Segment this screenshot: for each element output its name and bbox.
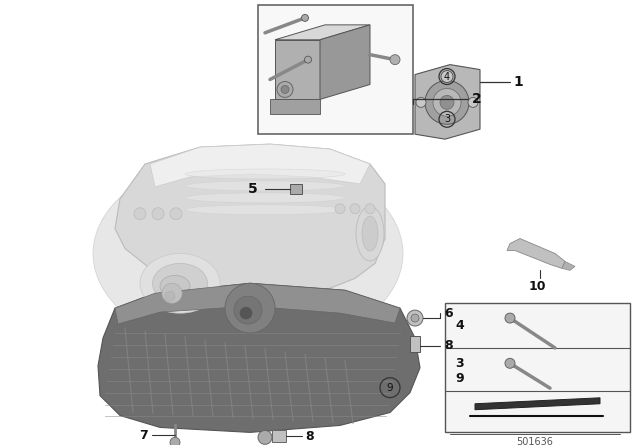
Ellipse shape [140, 254, 220, 313]
Ellipse shape [152, 263, 207, 303]
Text: 2: 2 [472, 92, 482, 106]
Polygon shape [270, 99, 320, 114]
Circle shape [505, 313, 515, 323]
Circle shape [411, 314, 419, 322]
Text: 5: 5 [248, 182, 258, 196]
Text: 4: 4 [456, 319, 465, 332]
Text: 10: 10 [528, 280, 546, 293]
Polygon shape [415, 65, 480, 139]
Circle shape [134, 208, 146, 220]
Circle shape [441, 71, 453, 82]
Polygon shape [115, 144, 385, 295]
Polygon shape [562, 262, 575, 270]
Ellipse shape [185, 169, 345, 179]
Ellipse shape [160, 276, 190, 297]
Ellipse shape [93, 154, 403, 353]
Circle shape [281, 86, 289, 94]
Circle shape [152, 208, 164, 220]
Circle shape [240, 307, 252, 319]
Circle shape [407, 310, 423, 326]
FancyBboxPatch shape [290, 184, 302, 194]
Circle shape [425, 81, 469, 124]
Ellipse shape [185, 193, 345, 203]
FancyBboxPatch shape [272, 431, 286, 442]
Circle shape [305, 56, 312, 63]
Text: 8: 8 [444, 340, 452, 353]
Ellipse shape [185, 181, 345, 191]
Text: 4: 4 [444, 72, 450, 82]
Circle shape [301, 14, 308, 22]
Polygon shape [150, 144, 370, 187]
Text: 3: 3 [444, 114, 450, 124]
Text: 1: 1 [513, 74, 523, 89]
Text: 501636: 501636 [516, 437, 554, 448]
Polygon shape [320, 25, 370, 99]
Text: 9: 9 [456, 372, 464, 385]
Text: 6: 6 [444, 306, 452, 319]
Circle shape [390, 55, 400, 65]
Circle shape [225, 283, 275, 333]
Circle shape [350, 204, 360, 214]
FancyBboxPatch shape [445, 303, 630, 432]
Circle shape [365, 204, 375, 214]
Polygon shape [98, 283, 420, 432]
Circle shape [335, 204, 345, 214]
Circle shape [234, 296, 262, 324]
Text: 3: 3 [456, 357, 464, 370]
Circle shape [433, 88, 461, 116]
Text: 8: 8 [305, 430, 314, 443]
Polygon shape [275, 40, 320, 99]
Polygon shape [115, 283, 400, 324]
Ellipse shape [362, 216, 378, 251]
Ellipse shape [356, 206, 384, 261]
Circle shape [505, 358, 515, 368]
Circle shape [170, 437, 180, 447]
Circle shape [468, 97, 478, 108]
Circle shape [165, 291, 175, 301]
Circle shape [440, 95, 454, 109]
Polygon shape [475, 398, 600, 410]
Polygon shape [275, 25, 370, 40]
Circle shape [416, 97, 426, 108]
Circle shape [162, 283, 182, 303]
Circle shape [170, 208, 182, 220]
Circle shape [277, 82, 293, 97]
Text: 7: 7 [140, 429, 148, 442]
Text: 9: 9 [387, 383, 394, 392]
FancyBboxPatch shape [258, 5, 413, 134]
FancyBboxPatch shape [410, 336, 420, 352]
Circle shape [258, 431, 272, 444]
Polygon shape [507, 238, 565, 268]
Ellipse shape [185, 205, 345, 215]
